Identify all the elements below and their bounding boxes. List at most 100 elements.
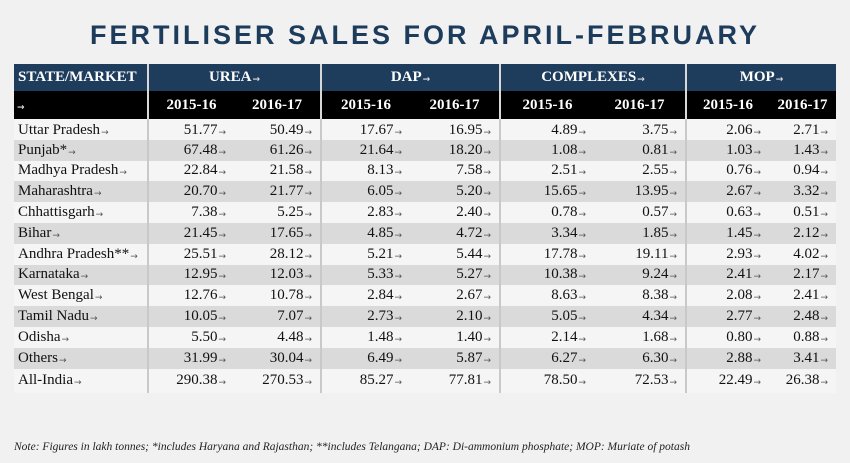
value-text: 21.45: [183, 224, 218, 241]
header-group-urea: UREA→: [147, 64, 321, 91]
table-row-madhya-pradesh: Madhya Pradesh→ 22.84→ 21.58→ 8.13→ 7.58→ 2.5…: [14, 160, 837, 182]
arrow-icon: →: [218, 293, 226, 304]
value-cell-dap-2016-17: 2.67→: [410, 285, 500, 307]
arrow-icon: →: [304, 168, 312, 179]
value-text: 0.81: [642, 141, 669, 158]
arrow-icon: →: [483, 251, 491, 262]
arrow-icon: →: [422, 75, 431, 85]
value-cell-urea-2016-17: 17.65→: [234, 222, 321, 244]
value-cell-mop-2015-16: 0.80→: [685, 326, 769, 348]
arrow-icon: →: [483, 128, 491, 139]
value-cell-mop-2015-16: 2.88→: [685, 347, 769, 369]
header-group-label: MOP: [739, 69, 775, 85]
arrow-icon: →: [73, 378, 82, 389]
value-text: 77.81: [448, 372, 483, 389]
value-cell-dap-2015-16: 21.64→: [320, 139, 410, 161]
value-text: 10.78: [269, 287, 304, 304]
arrow-icon: →: [578, 355, 586, 366]
arrow-icon: →: [394, 168, 402, 179]
value-text: 17.67: [359, 122, 394, 139]
value-text: 21.58: [269, 162, 304, 179]
arrow-icon: →: [394, 293, 402, 304]
arrow-icon: →: [578, 314, 586, 325]
arrow-icon: →: [578, 378, 586, 389]
state-name: Bihar: [18, 224, 52, 241]
header-year-dap-2016-17: 2016-17: [410, 91, 500, 119]
value-cell-dap-2015-16: 1.48→: [320, 326, 410, 348]
value-text: 3.34: [551, 224, 578, 241]
value-cell-complexes-2016-17: 1.68→: [594, 326, 686, 348]
value-cell-mop-2016-17: 2.41→: [769, 285, 837, 307]
arrow-icon: →: [775, 75, 784, 85]
value-text: 2.41: [793, 287, 820, 304]
value-text: 19.11: [635, 245, 669, 262]
state-name: Chhattisgarh: [18, 204, 95, 221]
state-cell: Odisha→: [14, 326, 148, 348]
value-cell-mop-2015-16: 2.06→: [685, 119, 769, 140]
arrow-icon: →: [218, 189, 226, 200]
arrow-icon: →: [669, 189, 677, 200]
value-cell-mop-2016-17: 2.48→: [769, 306, 837, 327]
value-cell-urea-2016-17: 4.48→: [234, 326, 321, 348]
arrow-icon: →: [394, 251, 402, 262]
arrow-icon: →: [578, 334, 586, 345]
header-year-label: 2015-16: [341, 96, 391, 113]
value-cell-mop-2016-17: 2.12→: [769, 222, 837, 244]
value-text: 6.05: [367, 183, 394, 200]
value-cell-mop-2015-16: 0.63→: [685, 202, 769, 223]
value-text: 2.41: [726, 266, 753, 283]
value-text: 6.27: [551, 349, 578, 366]
arrow-icon: →: [483, 230, 491, 241]
value-cell-urea-2016-17: 21.77→: [234, 181, 321, 203]
header-year-dap-2015-16: 2015-16: [320, 91, 410, 119]
arrow-icon: →: [753, 272, 761, 283]
value-text: 17.65: [269, 224, 304, 241]
value-cell-dap-2015-16: 2.83→: [320, 202, 410, 223]
arrow-icon: →: [669, 293, 677, 304]
arrow-icon: →: [753, 334, 761, 345]
table-row-andhra-pradesh: Andhra Pradesh**→ 25.51→ 28.12→ 5.21→ 5.44→ 1…: [14, 243, 837, 265]
arrow-icon: →: [578, 251, 586, 262]
arrow-icon: →: [304, 251, 312, 262]
value-text: 1.03: [726, 141, 753, 158]
value-cell-urea-2016-17: 10.78→: [234, 285, 321, 307]
value-text: 2.83: [367, 204, 394, 221]
state-name: Others: [18, 349, 58, 366]
arrow-icon: →: [820, 210, 829, 221]
value-text: 2.08: [726, 287, 753, 304]
value-text: 1.43: [793, 141, 820, 158]
value-text: 51.77: [183, 122, 218, 139]
arrow-icon: →: [820, 378, 829, 389]
header-year-urea-2016-17: 2016-17: [234, 91, 321, 119]
state-name: Punjab*: [18, 141, 68, 158]
value-text: 2.17: [793, 266, 820, 283]
arrow-icon: →: [304, 355, 312, 366]
header-year-label: 2016-17: [252, 96, 302, 113]
value-text: 2.84: [367, 287, 394, 304]
value-text: 85.27: [359, 372, 394, 389]
value-text: 21.77: [269, 183, 304, 200]
state-name: All-India: [18, 372, 73, 389]
table-row-maharashtra: Maharashtra→ 20.70→ 21.77→ 6.05→ 5.20→ 15.65→…: [14, 181, 837, 203]
value-cell-complexes-2016-17: 8.38→: [594, 285, 686, 307]
value-cell-urea-2016-17: 7.07→: [234, 306, 321, 327]
value-cell-dap-2016-17: 1.40→: [410, 326, 500, 348]
value-cell-urea-2015-16: 22.84→: [147, 160, 234, 182]
value-text: 0.78: [551, 204, 578, 221]
value-text: 270.53: [262, 372, 304, 389]
arrow-icon: →: [669, 210, 677, 221]
header-year-label: 2016-17: [777, 96, 828, 113]
arrow-icon: →: [820, 128, 829, 139]
value-text: 5.25: [277, 204, 304, 221]
arrow-icon: →: [394, 334, 402, 345]
value-text: 21.64: [359, 141, 394, 158]
value-text: 0.76: [726, 162, 753, 179]
arrow-icon: →: [61, 334, 70, 345]
table-row-punjab: Punjab*→ 67.48→ 61.26→ 21.64→ 18.20→ 1.08→ 0.8…: [14, 139, 837, 161]
value-cell-dap-2015-16: 4.85→: [320, 222, 410, 244]
value-cell-complexes-2015-16: 6.27→: [499, 347, 594, 369]
table-row-odisha: Odisha→ 5.50→ 4.48→ 1.48→ 1.40→ 2.14→ 1.68→ 0.8…: [14, 326, 837, 348]
value-cell-complexes-2015-16: 8.63→: [499, 285, 594, 307]
value-cell-mop-2016-17: 4.02→: [769, 243, 837, 265]
arrow-icon: →: [218, 272, 226, 283]
